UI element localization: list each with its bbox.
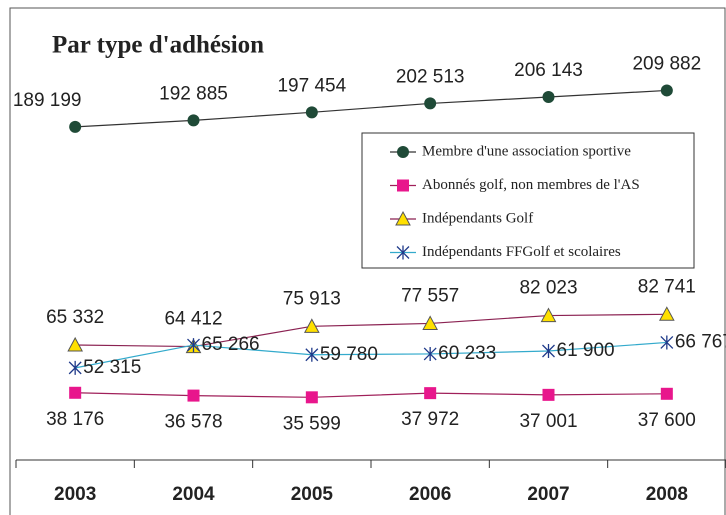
marker: [424, 97, 437, 110]
data-label: 65 332: [46, 307, 104, 328]
frame: [9, 7, 726, 515]
data-label: 64 412: [164, 309, 222, 330]
marker: [660, 335, 674, 350]
marker: [422, 315, 439, 330]
data-label: 75 913: [283, 288, 341, 309]
marker: [542, 388, 555, 401]
marker: [660, 84, 673, 97]
x-tick-label: 2003: [54, 484, 96, 505]
data-label: 206 143: [514, 60, 583, 81]
marker: [540, 307, 557, 323]
data-label: 192 885: [159, 83, 228, 104]
data-label: 59 780: [320, 344, 378, 365]
legend-label: Abonnés golf, non membres de l'AS: [422, 177, 640, 193]
marker: [397, 146, 409, 158]
marker: [395, 210, 411, 226]
series-line: [75, 89, 667, 128]
marker: [424, 387, 437, 400]
marker: [542, 91, 555, 104]
marker: [305, 391, 318, 404]
data-label: 82 023: [519, 278, 577, 299]
data-label: 52 315: [83, 357, 141, 378]
marker: [67, 336, 84, 352]
marker: [397, 179, 409, 192]
data-label: 202 513: [396, 66, 465, 87]
data-label: 189 199: [13, 90, 82, 111]
series-line: [75, 341, 667, 369]
legend-label: Indépendants FFGolf et scolaires: [422, 244, 621, 260]
data-label: 82 741: [638, 276, 696, 297]
marker: [187, 389, 200, 402]
data-label: 37 972: [401, 409, 459, 430]
data-label: 197 454: [277, 75, 346, 96]
marker: [305, 106, 318, 119]
data-label: 60 233: [438, 343, 496, 364]
marker: [68, 360, 82, 375]
marker: [69, 120, 82, 133]
data-label: 36 578: [164, 412, 222, 433]
chart-title: Par type d'adhésion: [52, 32, 264, 59]
marker: [423, 346, 437, 361]
data-label: 65 266: [202, 334, 260, 355]
marker: [542, 344, 555, 359]
x-tick-label: 2005: [291, 484, 334, 505]
data-label: 38 176: [46, 409, 104, 430]
data-label: 35 599: [283, 413, 341, 434]
marker: [69, 386, 82, 399]
data-label: 37 001: [519, 411, 577, 432]
x-tick-label: 2008: [646, 484, 688, 505]
marker: [396, 245, 410, 260]
data-label: 209 882: [632, 53, 701, 74]
marker: [187, 338, 200, 353]
series-line: [75, 392, 667, 398]
data-label: 61 900: [557, 340, 615, 361]
marker: [303, 318, 320, 333]
marker: [305, 347, 319, 362]
marker: [660, 387, 673, 400]
marker: [658, 306, 675, 321]
legend: [361, 132, 695, 269]
data-label: 66 767: [675, 331, 726, 352]
data-label: 77 557: [401, 285, 459, 306]
marker: [187, 114, 200, 127]
series-line: [75, 313, 667, 348]
x-tick-label: 2006: [409, 484, 451, 505]
legend-label: Indépendants Golf: [422, 210, 533, 226]
x-tick-label: 2004: [172, 484, 215, 505]
x-tick-label: 2007: [527, 484, 569, 505]
data-label: 37 600: [638, 410, 696, 431]
legend-label: Membre d'une association sportive: [422, 143, 631, 159]
